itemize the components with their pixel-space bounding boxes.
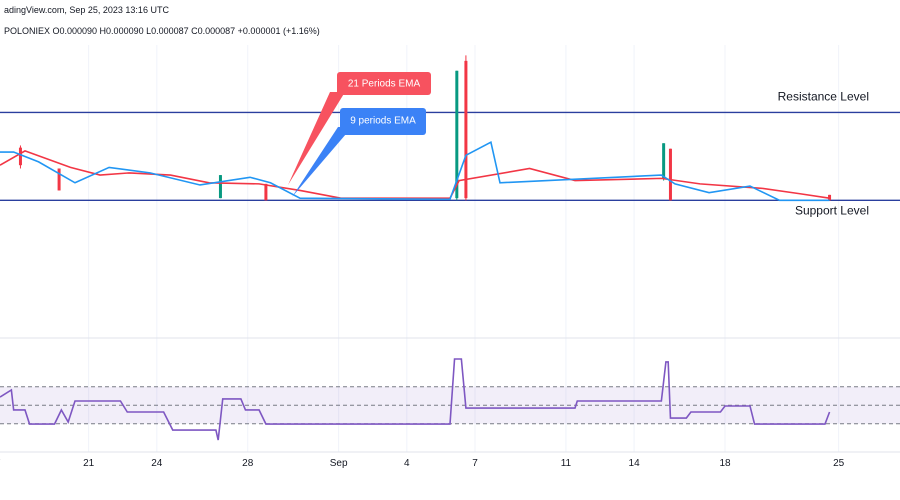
x-tick-label: 4 <box>404 458 410 469</box>
x-tick-label: Sep <box>330 458 348 469</box>
x-tick-label: 24 <box>151 458 163 469</box>
x-tick-label: 25 <box>833 458 845 469</box>
candle-body <box>668 148 672 201</box>
x-tick-label: 11 <box>561 458 572 469</box>
callout-label: 9 periods EMA <box>350 116 416 127</box>
callout-pointer <box>288 92 345 185</box>
ema-line <box>0 140 830 202</box>
plot: Resistance Level Support Level 7 21 24 28 Sep 4… <box>0 55 900 469</box>
level-label: Resistance Level <box>778 89 869 103</box>
rsi-line <box>0 358 831 441</box>
callout-pointer <box>292 127 352 197</box>
x-tick-label: 21 <box>83 458 95 469</box>
callout-label: 21 Periods EMA <box>348 79 421 90</box>
callout-box <box>337 72 431 95</box>
ohlc-line: POLONIEX O0.000090 H0.000090 L0.000087 C… <box>4 26 320 36</box>
candle-body <box>264 183 268 201</box>
x-tick-label: 18 <box>719 458 731 469</box>
candle-body <box>455 70 459 199</box>
candle-body <box>57 168 61 191</box>
x-tick-label: 7 <box>472 458 478 469</box>
candle-body <box>18 147 22 166</box>
candle-body <box>464 60 468 199</box>
callout-box <box>340 108 426 135</box>
candle-body <box>662 143 666 179</box>
x-tick-label: 28 <box>242 458 254 469</box>
x-tick-label: 7 <box>0 458 1 469</box>
header-title: adingView.com, Sep 25, 2023 13:16 UTC <box>4 5 169 15</box>
candle-body <box>218 175 222 199</box>
x-tick-label: 14 <box>629 458 641 469</box>
level-label: Support Level <box>795 203 869 217</box>
